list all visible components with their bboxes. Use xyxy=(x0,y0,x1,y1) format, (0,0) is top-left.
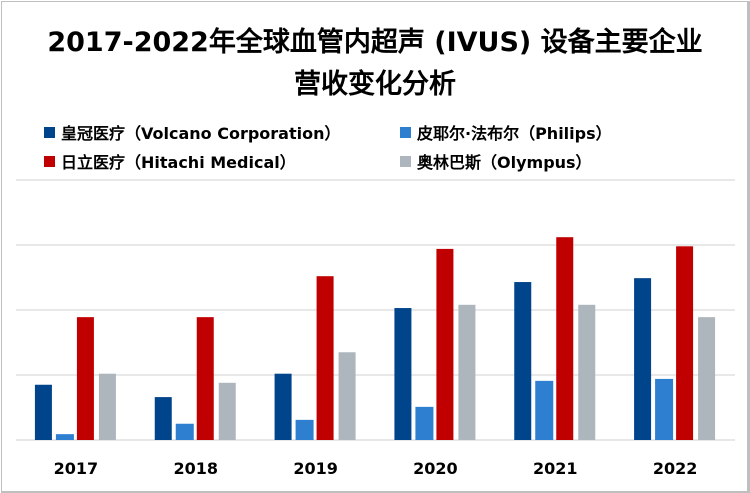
bar xyxy=(55,434,74,440)
bar xyxy=(514,282,532,440)
bar xyxy=(76,317,94,440)
bar xyxy=(634,278,652,440)
bar xyxy=(34,384,52,440)
bar xyxy=(698,317,716,440)
legend-item: 皮耶尔·法布尔（Philips） xyxy=(400,120,612,144)
legend-item: 皇冠医疗（Volcano Corporation） xyxy=(44,120,341,144)
legend-label: 奥林巴斯（Olympus） xyxy=(417,153,592,172)
bar xyxy=(175,423,194,440)
x-tick-label: 2018 xyxy=(173,459,218,478)
bar xyxy=(154,397,172,440)
bar xyxy=(295,419,314,440)
legend-item: 奥林巴斯（Olympus） xyxy=(400,149,592,173)
bar xyxy=(316,276,334,440)
bar xyxy=(196,317,214,440)
title-line-1: 2017-2022年全球血管内超声 (IVUS) 设备主要企业 xyxy=(47,27,703,58)
x-tick-label: 2022 xyxy=(653,459,698,478)
x-tick-label: 2020 xyxy=(413,459,458,478)
bar xyxy=(676,246,694,440)
legend-swatch xyxy=(44,155,55,167)
legend-swatch xyxy=(44,126,55,138)
bar xyxy=(415,406,434,440)
bar xyxy=(578,304,596,440)
legend: 皇冠医疗（Volcano Corporation） 皮耶尔·法布尔（Philip… xyxy=(0,120,750,173)
legend-swatch xyxy=(400,126,411,138)
legend-swatch xyxy=(400,155,411,167)
bar xyxy=(338,352,356,440)
bar xyxy=(556,237,574,440)
legend-label: 日立医疗（Hitachi Medical） xyxy=(61,153,296,172)
x-tick-label: 2017 xyxy=(54,459,99,478)
bar xyxy=(458,304,476,440)
legend-label: 皮耶尔·法布尔（Philips） xyxy=(417,124,612,143)
title-line-2: 营收变化分析 xyxy=(294,69,456,100)
bar xyxy=(274,373,292,440)
x-tick-label: 2021 xyxy=(533,459,578,478)
bar xyxy=(98,373,116,440)
chart-title: 2017-2022年全球血管内超声 (IVUS) 设备主要企业 营收变化分析 xyxy=(0,22,750,106)
legend-label: 皇冠医疗（Volcano Corporation） xyxy=(61,124,341,143)
x-tick-label: 2019 xyxy=(293,459,338,478)
bar xyxy=(655,378,674,440)
bar xyxy=(218,382,236,440)
legend-item: 日立医疗（Hitachi Medical） xyxy=(44,149,296,173)
bar xyxy=(535,380,554,440)
bar xyxy=(394,308,412,440)
bar xyxy=(436,248,454,440)
